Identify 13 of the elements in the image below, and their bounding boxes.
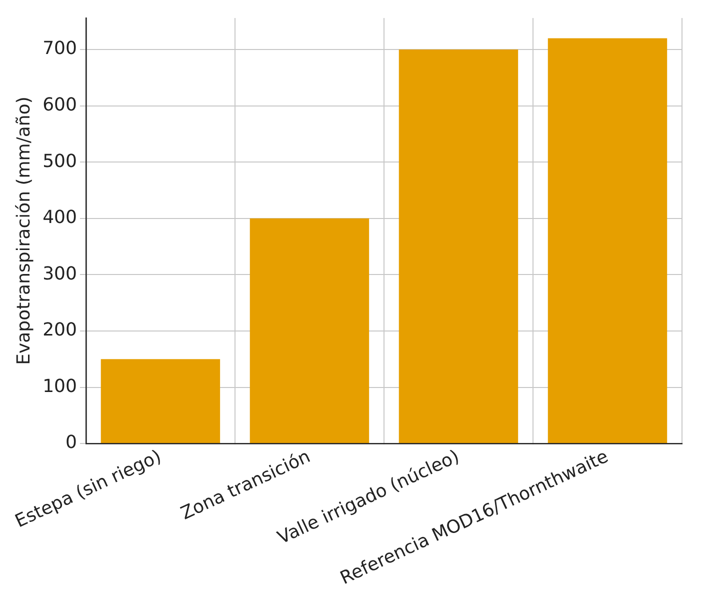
y-tick-label: 400 <box>42 207 77 228</box>
bar <box>548 38 668 444</box>
y-tick-label: 700 <box>42 38 77 60</box>
bar <box>398 50 518 444</box>
bar <box>250 218 370 444</box>
y-tick-label: 100 <box>42 376 77 397</box>
y-tick-label: 0 <box>66 432 77 454</box>
y-tick-label: 200 <box>42 320 77 341</box>
y-axis-title: Evapotranspiración (mm/año) <box>13 96 34 365</box>
y-tick-label: 600 <box>42 94 77 116</box>
bar <box>100 359 220 444</box>
y-tick-label: 300 <box>42 263 77 284</box>
y-tick-label: 500 <box>42 150 77 172</box>
